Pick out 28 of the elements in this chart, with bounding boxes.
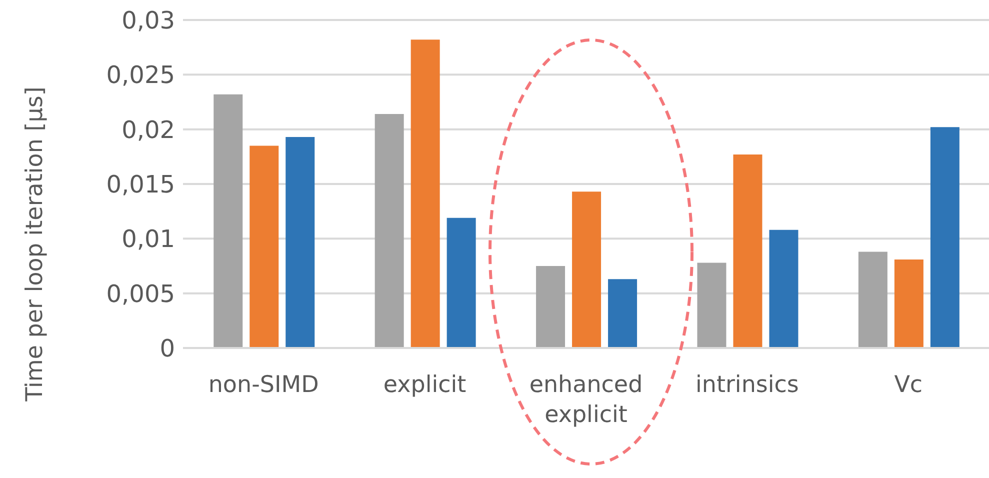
x-tick-label: Vc xyxy=(894,372,923,398)
y-tick-label: 0,025 xyxy=(106,61,175,90)
y-tick-label: 0,015 xyxy=(106,170,175,199)
x-tick-label: explicit xyxy=(383,372,466,398)
bar xyxy=(286,136,315,348)
bar xyxy=(769,230,798,348)
y-tick-label: 0 xyxy=(160,334,175,363)
y-tick-label: 0,01 xyxy=(122,225,175,254)
bar xyxy=(250,146,279,348)
bar xyxy=(894,259,924,348)
y-tick-label: 0,02 xyxy=(122,116,175,144)
x-tick-label: intrinsics xyxy=(695,372,799,398)
y-tick-label: 0,03 xyxy=(122,6,175,35)
bar xyxy=(608,279,638,348)
bar xyxy=(214,94,243,348)
y-tick-label: 0,005 xyxy=(106,280,175,308)
bar xyxy=(733,154,762,348)
bar xyxy=(374,114,404,348)
bar xyxy=(697,262,726,348)
bar xyxy=(572,192,602,348)
bar xyxy=(930,127,960,348)
bar xyxy=(858,252,888,348)
x-tick-label: enhanced explicit xyxy=(529,372,643,428)
bar xyxy=(446,218,476,348)
x-tick-label: non-SIMD xyxy=(208,372,319,398)
bar xyxy=(536,266,566,348)
bar xyxy=(410,40,440,348)
y-axis-title: Time per loop iteration [µs] xyxy=(22,86,48,402)
